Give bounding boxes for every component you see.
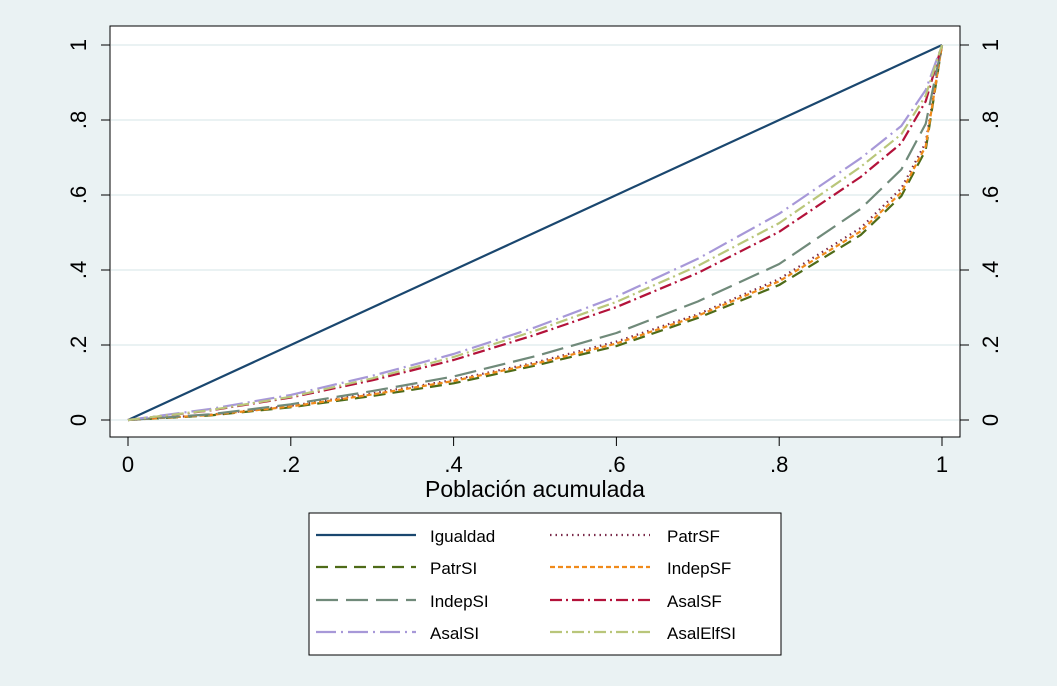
legend-label-asalsf: AsalSF <box>667 592 722 611</box>
x-tick-label: .8 <box>770 452 788 477</box>
y-tick-label-left: .4 <box>66 261 91 279</box>
legend: Igualdad PatrSF PatrSI IndepSF IndepSI AsalSF… <box>316 527 736 643</box>
plot-frame <box>109 25 961 438</box>
x-tick-label: 0 <box>122 452 134 477</box>
legend-label-patrsi: PatrSI <box>430 559 477 578</box>
y-tick-label-left: .8 <box>66 111 91 129</box>
series-line-patrsf <box>127 44 944 422</box>
legend-label-patrsf: PatrSF <box>667 527 720 546</box>
legend-label-igualdad: Igualdad <box>430 527 495 546</box>
x-tick-label: .4 <box>444 452 462 477</box>
y-tick-label-left: 1 <box>66 39 91 51</box>
series-line-indepsf <box>127 44 944 422</box>
y-tick-label-right: .6 <box>978 186 1003 204</box>
y-tick-label-left: 0 <box>66 414 91 426</box>
grid-lines <box>111 44 959 421</box>
y-tick-label-right: 1 <box>978 39 1003 51</box>
y-tick-label-right: .8 <box>978 111 1003 129</box>
y-tick-label-left: .2 <box>66 336 91 354</box>
x-tick-label: .6 <box>607 452 625 477</box>
x-tick-label: 1 <box>936 452 948 477</box>
y-tick-label-right: .4 <box>978 261 1003 279</box>
y-tick-label-right: .2 <box>978 336 1003 354</box>
x-axis-label: Población acumulada <box>425 476 645 502</box>
series-line-indepsi <box>127 44 944 422</box>
series-line-asalsi <box>127 44 944 422</box>
series-line-igualdad <box>127 44 943 421</box>
legend-label-asalelfsi: AsalElfSI <box>667 624 736 643</box>
series-lines <box>127 44 944 422</box>
series-line-asalelfsi <box>127 44 944 422</box>
y-tick-label-right: 0 <box>978 414 1003 426</box>
x-tick-label: .2 <box>282 452 300 477</box>
legend-label-indepsi: IndepSI <box>430 592 489 611</box>
axes: 0 .2 .4 .6 .8 1 0 0 .2 .2 .4 .4 .6 .6 .8 .8 1 1 <box>66 39 1003 477</box>
y-tick-label-left: .6 <box>66 186 91 204</box>
legend-label-asalsi: AsalSI <box>430 624 479 643</box>
legend-label-indepsf: IndepSF <box>667 559 731 578</box>
